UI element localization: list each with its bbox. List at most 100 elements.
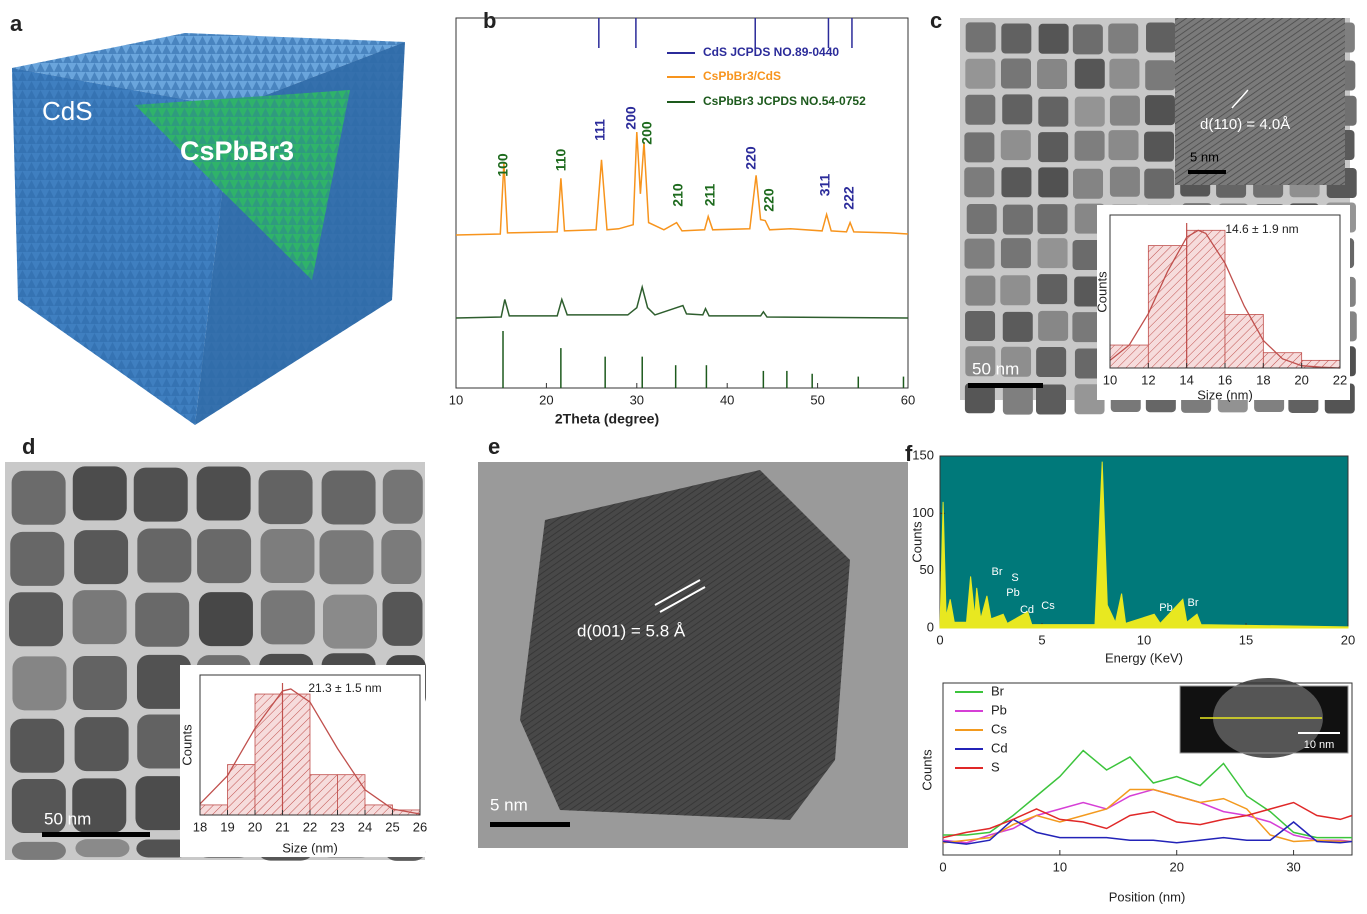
nanocube [197,529,252,584]
element-label: Pb [1006,587,1019,599]
histogram-bar [282,693,311,816]
peak-label: 211 [702,183,718,206]
nanocube [1002,384,1033,415]
nanocube [74,530,129,585]
nanocube [258,470,313,525]
nanocube [74,717,129,772]
x-tick-label: 18 [193,819,207,834]
nanocube [137,714,192,769]
nanocube [1001,346,1032,377]
nanocube [10,531,65,586]
scale-bar-label: 5 nm [490,795,528,814]
x-tick-label: 30 [630,392,644,407]
x-tick-label: 25 [385,819,399,834]
x-tick-label: 20 [1341,632,1355,647]
x-tick-label: 30 [1286,859,1300,874]
scale-bar-label: 50 nm [972,359,1019,378]
peak-label: 110 [553,148,569,171]
histogram-bar [1147,245,1188,369]
nanocube [382,591,423,646]
nanocube [319,530,374,585]
nanocube [1109,95,1140,126]
peak-label: 200 [639,121,655,145]
nanocube [321,470,376,525]
core-texture [135,90,350,280]
nanocube [965,22,996,53]
nanocube [1001,23,1032,54]
fit-annotation: 21.3 ± 1.5 nm [308,681,381,695]
nanocube [322,594,377,649]
nanocube [965,275,996,306]
x-tick-label: 0 [936,632,943,647]
nanocube [1037,238,1068,269]
nanocube [72,466,127,521]
x-tick-label: 20 [539,392,553,407]
nanocube [1036,347,1067,378]
nanocube [72,655,127,710]
histogram-bar [1262,352,1303,369]
x-axis-label: 2Theta (degree) [555,411,659,427]
line-series [943,749,1352,839]
x-axis-label: Size (nm) [1197,387,1253,402]
element-label: S [1011,572,1018,584]
panel-label: f [905,441,913,466]
nanocube [12,656,67,711]
line-series [942,788,1353,844]
nanocube [136,654,191,709]
fit-annotation: 14.6 ± 1.9 nm [1225,222,1298,236]
d-spacing-label: d(001) = 5.8 Å [577,621,686,640]
nanocube [1001,167,1032,198]
nanocube [1002,94,1033,125]
x-axis-label: Size (nm) [282,840,338,855]
element-label: Cs [1041,600,1055,612]
peak-label: 222 [841,186,857,210]
x-tick-label: 20 [1294,372,1308,387]
line-series [942,788,1352,844]
fringe-marker [654,579,701,606]
inset-frame [1179,685,1349,754]
legend-label: CdS JCPDS NO.89-0440 [703,45,839,59]
peak-label: 220 [743,146,759,170]
x-tick-label: 22 [303,819,317,834]
x-tick-label: 40 [720,392,734,407]
x-tick-label: 16 [1218,372,1232,387]
nanocube [965,346,996,377]
x-axis-label: Energy (KeV) [1105,650,1183,665]
x-tick-label: 23 [330,819,344,834]
d-spacing-label: d(110) = 4.0Å [1200,116,1290,133]
legend-label: Pb [991,702,1007,717]
histogram-bar [337,774,366,816]
nanocube [72,778,127,833]
scale-bar [968,383,1043,388]
line-series [942,801,1353,839]
y-axis-label: Counts [909,521,924,563]
nanocube [260,590,315,645]
x-tick-label: 20 [1169,859,1183,874]
nanocube [1002,204,1033,235]
x-tick-label: 5 [1038,632,1045,647]
histogram-bar [1224,314,1264,369]
nanocube [1002,311,1033,342]
y-tick-label: 100 [912,505,934,520]
x-tick-label: 12 [1141,372,1155,387]
x-tick-label: 21 [275,819,289,834]
x-tick-label: 60 [901,392,915,407]
nanocube [964,383,995,414]
nanocube [1000,238,1031,269]
legend-label: CsPbBr3 JCPDS NO.54-0752 [703,94,866,108]
panel-label: a [10,11,23,36]
fit-curve [1109,229,1341,369]
nanocube [137,528,192,583]
nanocube [9,592,64,647]
nanocube [1145,60,1176,91]
x-axis-label: Position (nm) [1109,889,1186,904]
nanocube [1000,130,1031,161]
plot-frame [939,455,1349,629]
nanocube [1072,24,1103,55]
nanocube [964,167,995,198]
nanocube [1073,168,1104,199]
x-tick-label: 0 [939,859,946,874]
nanocube [11,779,66,834]
nanocube [1108,23,1139,54]
